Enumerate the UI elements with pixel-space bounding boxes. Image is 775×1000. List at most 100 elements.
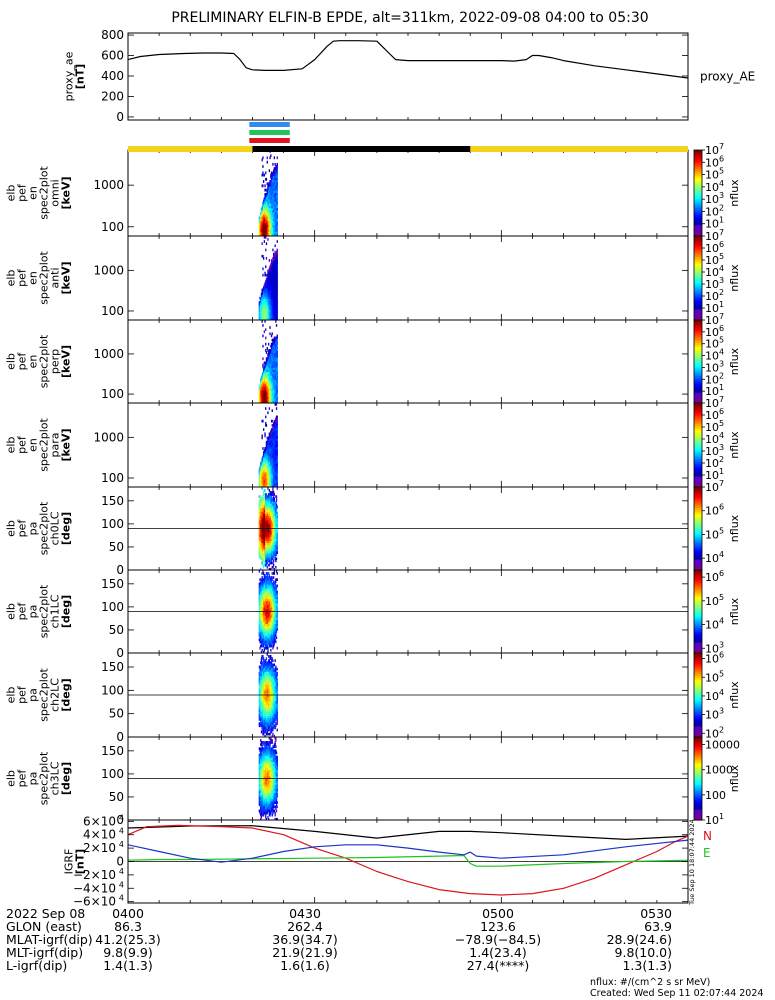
panel-pa_ch1-cell (261, 597, 263, 600)
panel-en_perp-cell (265, 371, 268, 375)
panel-pa_ch0-cell (270, 518, 272, 521)
panel-en_perp-cell (274, 376, 276, 379)
panel-pa_ch0-cell (273, 559, 275, 563)
panel-pa_ch1-cell (266, 617, 268, 621)
panel-en_anti-cell (275, 286, 277, 290)
panel-en_anti-cell (266, 278, 268, 281)
panel-en_anti-cell (276, 240, 278, 243)
panel-en_para-cell (260, 461, 263, 465)
panel-pa_ch1-colorbar-label: 104 (705, 617, 724, 632)
panel-en_perp-cell (276, 342, 278, 346)
panel-en_para-cell (270, 447, 273, 450)
panel-en_para-cell (273, 457, 275, 461)
panel-pa_ch0-cell (273, 555, 275, 559)
panel-en_perp-cell (260, 378, 262, 381)
panel-en_omni-colorbar-step (694, 173, 702, 177)
panel-en_anti-colorbar-step (694, 273, 702, 277)
panel-pa_ch1-cell (268, 574, 270, 577)
panel-en_anti-cell (263, 301, 265, 304)
panel-pa_ch1-cell (275, 607, 278, 611)
panel-en_para-colorbar-step (694, 411, 702, 415)
panel-en_para-cell (270, 430, 272, 433)
panel-pa_ch1-cell (270, 580, 273, 584)
panel-en_anti-cell (268, 313, 270, 317)
panel-pa_ch1-cell (274, 609, 276, 613)
panel-pa_ch0-cell (268, 543, 270, 546)
panel-en_perp-cell (272, 382, 274, 385)
panel-en_anti-cell (265, 303, 268, 306)
panel-pa_ch0-cell (263, 530, 265, 534)
panel-en_omni-cell (275, 169, 278, 173)
panel-en_para-cell (269, 434, 271, 438)
panel-en_para-frame (127, 402, 689, 488)
panel-en_perp-cell (263, 392, 265, 396)
panel-pa_ch0-cell (266, 528, 268, 532)
panel-en_para-cell (273, 484, 275, 487)
panel-en_anti-cell (268, 315, 270, 319)
panel-pa_ch0-cell (275, 549, 277, 552)
panel-en_omni-cell (274, 197, 276, 201)
panel-en_omni-cell (270, 180, 272, 183)
panel-pa_ch1-cell (265, 597, 268, 600)
panel-pa_ch1-cell (263, 615, 265, 619)
panel-en_para-cell (273, 436, 275, 440)
panel-en_perp-colorbar-exp: 3 (719, 359, 724, 368)
panel-en_anti-cell (261, 313, 263, 317)
panel-pa_ch1-cell (265, 634, 268, 637)
panel-en_omni-cell (273, 229, 275, 233)
panel-en_anti-cell (274, 267, 276, 271)
panel-en_omni-cell (275, 171, 278, 175)
panel-en_anti-cell (276, 254, 278, 258)
panel-en_anti-cell (276, 265, 278, 269)
panel-pa_ch0-cell (274, 549, 276, 552)
panel-en_omni-cell (263, 229, 265, 233)
panel-en_para-cell (271, 451, 273, 454)
panel-en_perp-cell (269, 367, 271, 371)
panel-en_anti-cell (273, 269, 275, 273)
panel-pa_ch1-cell (260, 632, 263, 635)
panel-pa_ch1-cell (260, 592, 262, 596)
panel-en_omni-colorbar-step (694, 225, 702, 229)
panel-pa_ch0-cell (266, 559, 268, 563)
panel-en_anti-cell (259, 307, 261, 311)
panel-pa_ch1-cell (265, 636, 268, 640)
panel-en_perp-cell (265, 369, 267, 373)
panel-en_anti-cell (265, 282, 268, 285)
panel-en_para-cell (273, 466, 275, 469)
panel-en_omni-cell (273, 201, 275, 205)
panel-en_perp-cell (267, 388, 269, 392)
panel-pa_ch0-cell (269, 522, 271, 525)
panel-en_anti-cell (265, 311, 267, 315)
panel-pa_ch0-cell (260, 547, 262, 550)
panel-pa_ch0-cell (258, 505, 260, 509)
panel-en_para-cell (260, 480, 263, 484)
panel-en_anti-cell (263, 309, 265, 313)
panel-en_omni-cell (270, 186, 273, 190)
panel-pa_ch1-cell (263, 613, 265, 617)
panel-pa_ch0-cell (271, 501, 273, 505)
panel-pa_ch0-cell (260, 541, 263, 544)
panel-en_perp-cell (276, 384, 278, 387)
panel-en_anti-cell (271, 301, 273, 304)
panel-pa_ch0-cell (259, 538, 261, 542)
panel-en_para-cell (275, 430, 277, 433)
panel-pa_ch1-cell (275, 580, 277, 584)
panel-pa_ch1-cell (261, 628, 263, 631)
panel-pa_ch0-colorbar-exp: 5 (719, 526, 724, 535)
panel-en_perp-cell (271, 353, 273, 356)
panel-en_perp-cell (263, 365, 265, 369)
panel-en_perp-cell (265, 359, 268, 363)
panel-en_para-cell (271, 463, 273, 467)
panel-en_omni-cell (264, 218, 266, 222)
panel-en_perp-cell (270, 355, 273, 358)
panel-pa_ch0-cell (273, 545, 275, 548)
panel-en_para-cell (261, 472, 263, 475)
panel-en_perp-cell (273, 363, 275, 367)
panel-pa_ch0-cell (269, 528, 271, 532)
panel-pa_ch1-cell (276, 617, 278, 621)
panel-pa_ch1-cell (276, 646, 278, 650)
panel-pa_ch0-cell (269, 534, 271, 538)
panel-pa_ch1-cell (267, 640, 269, 644)
panel-en_omni-cell (262, 231, 264, 235)
panel-en_perp-cell (264, 361, 266, 365)
